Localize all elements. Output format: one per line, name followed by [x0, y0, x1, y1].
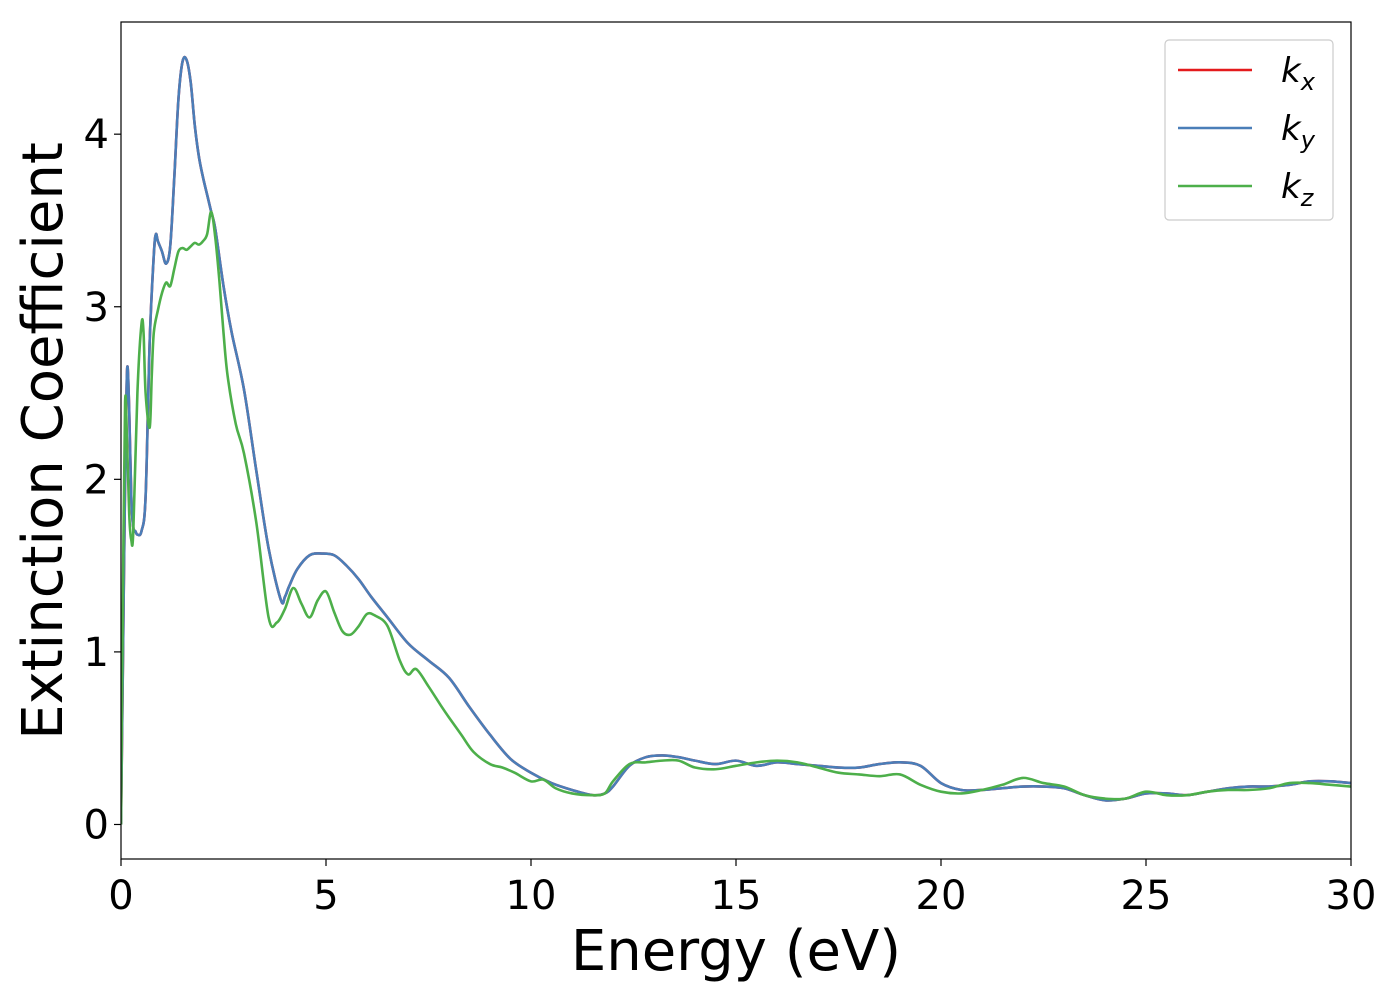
y-tick-label: 4 [84, 112, 109, 158]
x-tick-label: 15 [711, 873, 762, 919]
x-tick-label: 5 [313, 873, 338, 919]
legend-subscript-z: z [1300, 184, 1315, 212]
y-axis-title: Extinction Coefficient [11, 142, 76, 740]
y-tick-label: 2 [84, 457, 109, 503]
series-line-z [121, 210, 1351, 825]
x-tick-label: 30 [1326, 873, 1377, 919]
legend-label-y: ky [1281, 109, 1316, 154]
x-axis-title: Energy (eV) [571, 919, 901, 984]
x-tick-label: 25 [1121, 873, 1172, 919]
legend-subscript-y: y [1300, 126, 1316, 154]
x-tick-label: 10 [506, 873, 557, 919]
x-tick-label: 20 [916, 873, 967, 919]
y-tick-label: 1 [84, 630, 109, 676]
series-layer [121, 55, 1351, 825]
legend-box [1164, 39, 1334, 221]
axes-layer: 0 5 10 15 20 25 30 0 1 2 3 4 [84, 21, 1377, 919]
legend-label-x: kx [1281, 51, 1316, 96]
legend-subscript-x: x [1300, 68, 1316, 96]
y-tick-label: 0 [84, 802, 109, 848]
y-tick-label: 3 [84, 285, 109, 331]
series-line-y [121, 55, 1351, 825]
x-tick-label: 0 [108, 873, 133, 919]
